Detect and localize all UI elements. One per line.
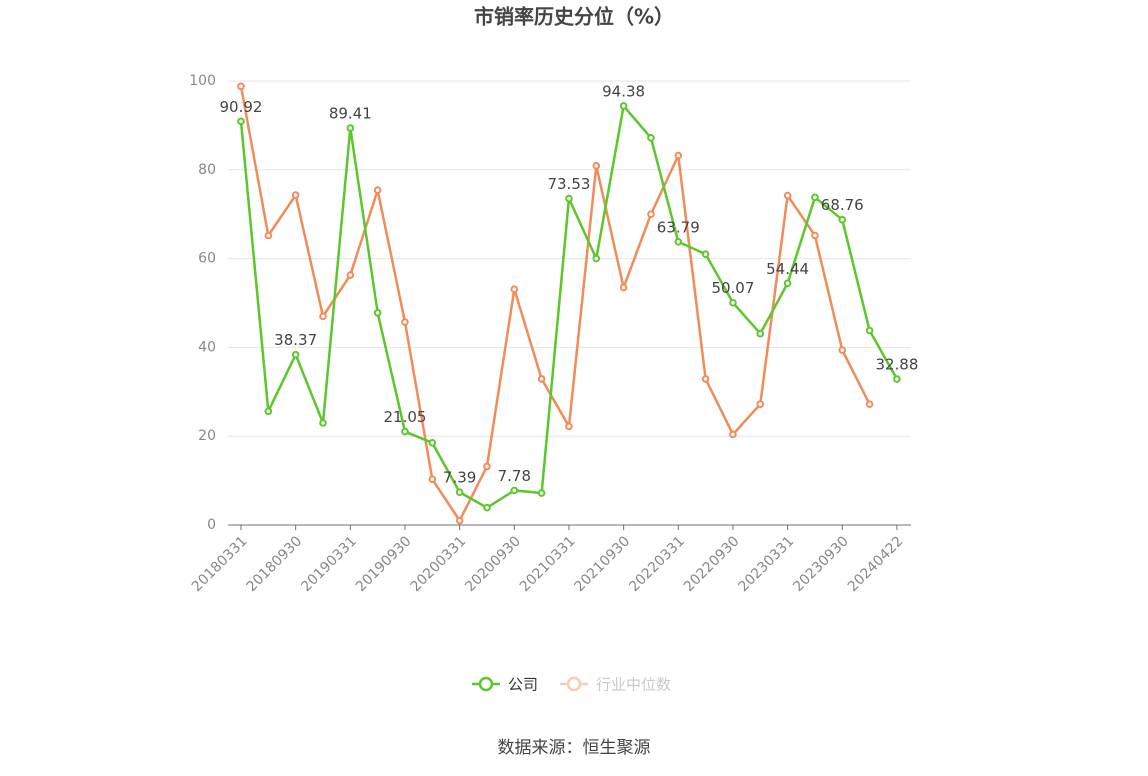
y-tick-label: 20 — [198, 428, 216, 444]
point — [838, 215, 847, 224]
point — [401, 318, 409, 326]
x-tick-label: 20230331 — [736, 533, 798, 595]
point — [291, 350, 300, 359]
point — [811, 231, 819, 240]
data-label: 89.41 — [329, 105, 372, 123]
data-label: 32.88 — [875, 356, 918, 374]
point — [619, 283, 628, 292]
y-tick-label: 100 — [189, 73, 216, 89]
y-tick-label: 80 — [198, 162, 216, 178]
point — [428, 439, 437, 447]
point — [537, 375, 546, 383]
data-label: 73.53 — [547, 175, 590, 193]
point — [264, 231, 273, 240]
data-label: 50.07 — [711, 279, 754, 297]
x-tick-label: 20180930 — [244, 533, 306, 595]
point — [346, 124, 355, 132]
data-label: 94.38 — [602, 82, 645, 100]
point — [865, 400, 874, 409]
x-tick-label: 20190331 — [298, 533, 360, 595]
point — [537, 489, 546, 497]
x-tick-label: 20190930 — [353, 533, 415, 595]
point — [893, 375, 901, 383]
legend-label: 公司 — [508, 676, 538, 694]
y-tick-label: 60 — [198, 251, 216, 267]
point — [264, 407, 273, 416]
point — [756, 400, 765, 409]
data-label: 90.92 — [220, 98, 263, 116]
x-tick-label: 20240422 — [845, 533, 907, 595]
point — [401, 427, 409, 436]
line — [239, 103, 899, 510]
point — [455, 488, 464, 496]
data-label: 38.37 — [274, 331, 317, 349]
point — [237, 82, 245, 91]
legend-label: 行业中位数 — [596, 676, 671, 694]
data-label: 21.05 — [384, 408, 427, 426]
data-label: 68.76 — [821, 196, 864, 214]
point — [783, 191, 792, 200]
point — [483, 462, 491, 471]
x-tick-label: 20230930 — [790, 533, 852, 595]
point — [565, 194, 573, 203]
point — [619, 102, 628, 110]
legend-item[interactable]: 公司 — [472, 676, 538, 694]
point — [510, 486, 519, 495]
source: 数据来源：恒生聚源 — [498, 738, 651, 758]
x-tick-label: 20210930 — [572, 533, 634, 595]
point — [455, 516, 464, 525]
point — [373, 308, 382, 317]
legend-item[interactable]: 行业中位数 — [560, 676, 671, 694]
legend-marker — [566, 676, 582, 692]
point — [319, 419, 327, 427]
point — [729, 298, 737, 307]
point — [647, 210, 655, 218]
data-label: 54.44 — [766, 260, 809, 278]
point — [346, 271, 355, 279]
data-label: 63.79 — [657, 218, 700, 236]
point — [838, 346, 847, 354]
point — [319, 312, 327, 321]
x-tick-label: 20200331 — [408, 533, 470, 595]
point — [674, 151, 683, 160]
point — [701, 375, 710, 383]
x-tick-label: 20180331 — [189, 533, 251, 595]
point — [701, 250, 710, 258]
point — [865, 326, 874, 335]
data-label: 7.78 — [498, 467, 531, 485]
point — [483, 503, 491, 512]
line — [239, 86, 871, 524]
point — [783, 279, 792, 288]
legend-marker — [478, 676, 494, 692]
x-tick-label: 20210331 — [517, 533, 579, 595]
point — [647, 134, 655, 142]
point — [291, 191, 300, 199]
y-tick-label: 0 — [207, 517, 216, 533]
point — [811, 193, 819, 202]
point — [729, 430, 737, 439]
x-tick-label: 20220331 — [626, 533, 688, 595]
y-tick-label: 40 — [198, 339, 216, 355]
point — [756, 329, 765, 338]
data-label: 7.39 — [443, 469, 476, 487]
point — [674, 237, 683, 246]
point — [428, 475, 437, 484]
point — [592, 254, 601, 263]
point — [565, 422, 573, 431]
point — [592, 162, 601, 170]
point — [373, 186, 382, 195]
chart-title: 市销率历史分位（%） — [474, 5, 674, 29]
point — [510, 285, 519, 294]
point — [237, 117, 245, 126]
x-tick-label: 20200930 — [462, 533, 524, 595]
x-tick-label: 20220930 — [681, 533, 743, 595]
